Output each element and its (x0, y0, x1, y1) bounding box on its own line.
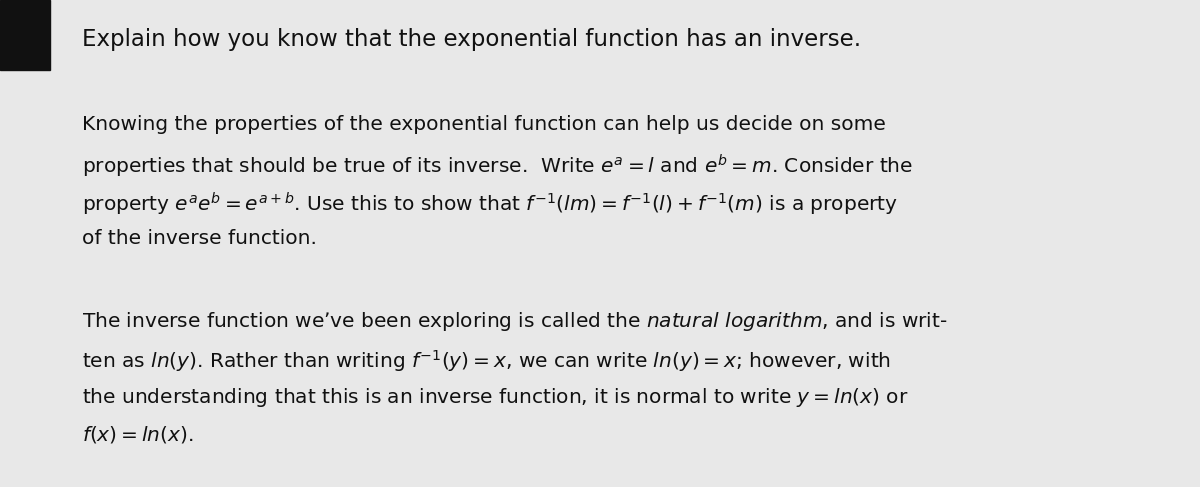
Text: properties that should be true of its inverse.  Write $e^a = l$ and $e^b = m$. C: properties that should be true of its in… (82, 153, 913, 180)
Text: $f(x) = \mathit{ln}(x)$.: $f(x) = \mathit{ln}(x)$. (82, 424, 193, 445)
Bar (0, 0, 50, 70)
Text: property $e^a e^b = e^{a+b}$. Use this to show that $f^{-1}(lm) = f^{-1}(l) + f^: property $e^a e^b = e^{a+b}$. Use this t… (82, 191, 898, 218)
Text: of the inverse function.: of the inverse function. (82, 229, 317, 248)
Text: ten as $\mathit{ln}(y)$. Rather than writing $f^{-1}(y) = x$, we can write $\mat: ten as $\mathit{ln}(y)$. Rather than wri… (82, 348, 890, 374)
Text: Knowing the properties of the exponential function can help us decide on some: Knowing the properties of the exponentia… (82, 115, 886, 134)
Text: Explain how you know that the exponential function has an inverse.: Explain how you know that the exponentia… (82, 28, 860, 51)
Text: the understanding that this is an inverse function, it is normal to write $y = \: the understanding that this is an invers… (82, 386, 908, 409)
Text: The inverse function we’ve been exploring is called the $\mathit{natural\ logari: The inverse function we’ve been explorin… (82, 310, 947, 333)
